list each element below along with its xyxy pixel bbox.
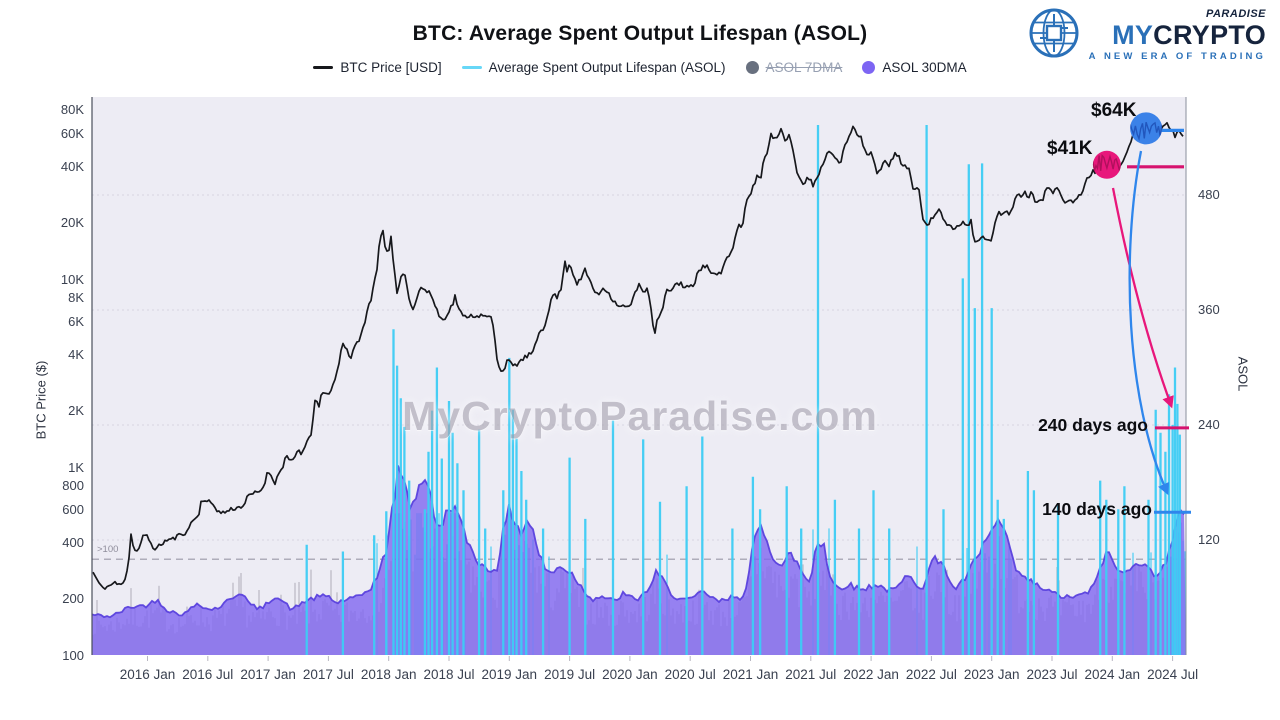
y-left-tick-6K: 6K (68, 313, 84, 329)
annotation-140-days: 140 days ago (1042, 499, 1152, 519)
mycryptoparadise-logo: PARADISE MYCRYPTO A NEW ERA OF TRADING (1027, 6, 1266, 65)
x-tick-2020-Jan: 2020 Jan (602, 667, 658, 682)
y-left-tick-8K: 8K (68, 290, 84, 306)
y-left-tick-200: 200 (62, 591, 84, 607)
x-tick-2021-Jul: 2021 Jul (785, 667, 837, 682)
x-tick-2024-Jul: 2024 Jul (1147, 667, 1199, 682)
y-right-tick-120: 120 (1198, 532, 1220, 547)
y-right-tick-360: 360 (1198, 302, 1220, 317)
y-left-tick-400: 400 (62, 534, 84, 550)
x-tick-2021-Jan: 2021 Jan (722, 667, 779, 682)
legend-label: BTC Price [USD] (340, 60, 442, 75)
x-tick-2019-Jul: 2019 Jul (544, 667, 596, 682)
x-tick-2020-Jul: 2020 Jul (664, 667, 716, 682)
x-tick-2023-Jan: 2023 Jan (963, 667, 1020, 682)
y-left-tick-2K: 2K (68, 403, 84, 419)
x-tick-2024-Jan: 2024 Jan (1084, 667, 1141, 682)
left-axis-title: BTC Price ($) (33, 360, 49, 440)
x-tick-2022-Jan: 2022 Jan (843, 667, 899, 682)
y-left-tick-80K: 80K (60, 102, 84, 118)
x-tick-2016-Jul: 2016 Jul (182, 667, 234, 682)
chart-legend: BTC Price [USD] Average Spent Output Life… (0, 60, 1280, 75)
legend-dot-swatch (745, 61, 759, 74)
x-tick-2018-Jan: 2018 Jan (360, 667, 417, 682)
x-tick-2016-Jan: 2016 Jan (119, 667, 176, 682)
y-left-tick-100: 100 (62, 648, 84, 663)
y-left-tick-10K: 10K (60, 272, 84, 287)
x-tick-2023-Jul: 2023 Jul (1026, 667, 1078, 682)
logo-tagline: A NEW ERA OF TRADING (1088, 51, 1266, 63)
threshold-label: >100 (97, 544, 119, 555)
x-tick-2017-Jul: 2017 Jul (302, 667, 354, 682)
y-left-tick-600: 600 (62, 501, 84, 517)
annotation-41k: $41K (1047, 138, 1093, 159)
logo-paradise-label: PARADISE (1205, 8, 1266, 21)
y-right-tick-480: 480 (1198, 187, 1220, 202)
y-right-tick-240: 240 (1198, 417, 1220, 432)
globe-circuit-icon (1027, 6, 1081, 65)
legend-label: ASOL 30DMA (882, 60, 967, 75)
legend-item-asol-30dma[interactable]: ASOL 30DMA (862, 60, 967, 75)
y-left-tick-4K: 4K (68, 346, 84, 362)
y-left-tick-1K: 1K (68, 460, 84, 475)
legend-item-average-spent-output-lifespan-asol[interactable]: Average Spent Output Lifespan (ASOL) (461, 60, 726, 75)
y-left-tick-800: 800 (62, 478, 84, 494)
x-tick-2017-Jan: 2017 Jan (240, 667, 296, 682)
y-left-tick-40K: 40K (60, 158, 84, 174)
x-tick-2022-Jul: 2022 Jul (905, 667, 957, 682)
x-tick-2019-Jan: 2019 Jan (481, 667, 538, 682)
annotation-64k: $64K (1091, 100, 1137, 121)
logo-text: PARADISE MYCRYPTO A NEW ERA OF TRADING (1089, 9, 1266, 62)
y-left-tick-20K: 20K (60, 215, 84, 231)
logo-brand-label: MYCRYPTO (1112, 20, 1266, 51)
annotation-240-days: 240 days ago (1038, 415, 1148, 435)
legend-label: ASOL 7DMA (765, 60, 843, 75)
right-axis-title: ASOL (1235, 356, 1251, 392)
legend-line-swatch (461, 66, 482, 69)
legend-label: Average Spent Output Lifespan (ASOL) (488, 60, 726, 75)
legend-item-btc-price-usd[interactable]: BTC Price [USD] (313, 60, 442, 75)
legend-item-asol-7dma[interactable]: ASOL 7DMA (745, 60, 843, 75)
legend-dot-swatch (862, 61, 876, 74)
legend-line-swatch (313, 66, 334, 69)
page-title: BTC: Average Spent Output Lifespan (ASOL… (412, 22, 868, 45)
y-left-tick-60K: 60K (60, 125, 84, 141)
x-tick-2018-Jul: 2018 Jul (423, 667, 475, 682)
